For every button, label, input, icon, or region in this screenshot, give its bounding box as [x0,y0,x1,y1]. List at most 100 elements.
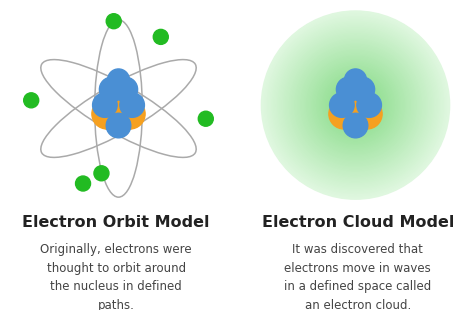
Circle shape [264,13,447,197]
Circle shape [304,53,407,157]
Circle shape [328,78,383,132]
Circle shape [306,56,405,154]
Circle shape [275,25,436,185]
Circle shape [120,93,145,117]
Circle shape [319,69,392,142]
Circle shape [318,68,393,143]
Circle shape [153,29,168,44]
Circle shape [270,19,441,191]
Circle shape [284,33,427,177]
Circle shape [285,34,426,176]
Circle shape [266,16,445,194]
Circle shape [311,60,400,150]
Circle shape [263,12,448,198]
Circle shape [261,11,450,199]
Circle shape [286,36,425,175]
Circle shape [337,77,361,102]
Circle shape [92,99,122,129]
Circle shape [300,50,411,160]
Circle shape [323,72,388,138]
Circle shape [329,79,382,131]
Circle shape [324,73,387,137]
Circle shape [350,77,374,102]
Circle shape [283,32,428,178]
Circle shape [334,84,377,126]
Text: Electron Orbit Model: Electron Orbit Model [22,215,210,230]
Circle shape [113,77,137,102]
Circle shape [290,39,421,171]
Circle shape [348,98,363,112]
Circle shape [305,55,406,156]
Circle shape [267,17,444,193]
Circle shape [317,66,394,144]
Circle shape [333,83,378,127]
Text: Originally, electrons were
thought to orbit around
the nucleus in defined
paths.: Originally, electrons were thought to or… [40,243,192,310]
Text: It was discovered that
electrons move in waves
in a defined space called
an elec: It was discovered that electrons move in… [284,243,431,310]
Circle shape [295,45,416,165]
Circle shape [329,93,354,117]
Circle shape [353,103,358,108]
Circle shape [343,92,368,118]
Circle shape [278,28,433,183]
Circle shape [326,76,385,135]
Circle shape [265,15,446,196]
Circle shape [277,26,434,184]
Circle shape [338,87,373,123]
Circle shape [345,95,366,116]
Circle shape [312,62,399,148]
Circle shape [347,97,364,113]
Circle shape [350,99,361,111]
Circle shape [316,65,395,145]
Circle shape [331,80,380,130]
Circle shape [298,47,413,163]
Circle shape [339,89,372,122]
Circle shape [309,58,402,152]
Circle shape [268,18,443,192]
Circle shape [280,30,431,180]
Circle shape [271,20,440,190]
Circle shape [272,22,439,188]
Circle shape [352,102,359,108]
Circle shape [287,37,424,173]
Circle shape [340,88,371,118]
Circle shape [289,38,422,172]
Circle shape [345,69,366,91]
Circle shape [293,43,418,167]
Circle shape [336,85,375,125]
Circle shape [297,46,414,164]
Circle shape [106,14,121,29]
Circle shape [106,113,131,138]
Circle shape [344,93,367,117]
Circle shape [327,77,384,133]
Circle shape [75,176,91,191]
Circle shape [340,90,371,120]
Circle shape [313,63,398,148]
Circle shape [294,44,417,166]
Circle shape [352,99,382,129]
Circle shape [343,113,368,138]
Circle shape [341,91,370,119]
Text: Electron Cloud Model: Electron Cloud Model [262,215,454,230]
Circle shape [337,86,374,124]
Circle shape [357,93,382,117]
Circle shape [292,42,419,169]
Circle shape [299,49,412,162]
Circle shape [291,40,420,170]
Circle shape [24,93,39,108]
Circle shape [282,31,429,179]
Circle shape [94,166,109,181]
Circle shape [325,74,386,136]
Circle shape [355,104,356,106]
Circle shape [346,96,365,114]
Circle shape [103,88,134,118]
Circle shape [351,100,360,110]
Circle shape [115,99,145,129]
Circle shape [321,71,390,139]
Circle shape [302,52,409,158]
Circle shape [273,23,438,188]
Circle shape [301,51,410,159]
Circle shape [274,24,437,186]
Circle shape [92,93,117,117]
Circle shape [332,82,379,129]
Circle shape [279,29,432,182]
